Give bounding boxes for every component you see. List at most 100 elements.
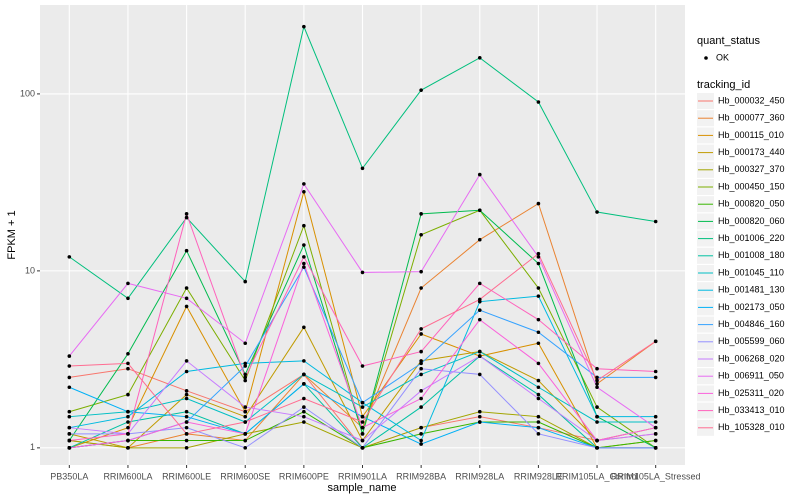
data-point: [419, 212, 423, 216]
data-point: [302, 405, 306, 409]
legend-title: quant_status: [697, 35, 760, 47]
data-point: [653, 339, 658, 344]
y-tick-label: 1: [30, 442, 35, 452]
data-point: [536, 414, 541, 419]
legend-label: Hb_004846_160: [718, 319, 785, 329]
data-point: [243, 432, 248, 436]
data-point: [360, 432, 365, 436]
data-point: [653, 369, 658, 374]
data-point: [536, 201, 541, 206]
data-point: [67, 364, 72, 368]
data-point: [536, 425, 541, 430]
data-point: [419, 349, 423, 354]
data-point: [477, 172, 482, 177]
x-tick-label: PB350LA: [50, 471, 88, 481]
data-point: [419, 442, 423, 446]
data-point: [477, 372, 482, 377]
data-point: [126, 409, 130, 414]
data-point: [536, 392, 541, 397]
data-point: [419, 286, 423, 290]
legend-label: Hb_000077_360: [718, 113, 785, 123]
data-point: [126, 446, 130, 450]
data-point: [67, 354, 72, 358]
data-point: [184, 215, 189, 220]
data-point: [419, 366, 423, 371]
x-tick-label: RRIM928BA: [396, 471, 446, 481]
legend-label: Hb_000820_060: [718, 216, 785, 226]
data-point: [184, 389, 189, 393]
data-point: [360, 420, 365, 424]
data-point: [126, 425, 130, 430]
data-point: [184, 420, 189, 424]
data-point: [477, 55, 482, 60]
data-point: [184, 432, 189, 436]
data-point: [595, 414, 599, 419]
data-point: [184, 359, 189, 363]
x-tick-label: RRIM600PE: [279, 471, 329, 481]
data-point: [536, 330, 541, 335]
data-point: [653, 420, 658, 424]
data-point: [595, 438, 599, 443]
x-tick-label: RRIM600LE: [162, 471, 211, 481]
x-tick-label: RRIM600LA: [103, 471, 152, 481]
data-point: [536, 255, 541, 259]
data-point: [184, 296, 189, 301]
legend-label: Hb_000173_440: [718, 147, 785, 157]
data-point: [536, 251, 541, 256]
data-point: [243, 414, 248, 419]
data-point: [67, 432, 72, 436]
data-point: [67, 409, 72, 414]
data-point: [536, 385, 541, 390]
data-point: [360, 425, 365, 430]
data-point: [419, 432, 423, 436]
data-point: [67, 375, 72, 380]
data-point: [243, 364, 248, 368]
y-axis-title: FPKM + 1: [6, 210, 18, 259]
data-point: [184, 396, 189, 401]
data-point: [360, 400, 365, 405]
data-point: [302, 359, 306, 363]
data-point: [126, 296, 130, 301]
legend-label: Hb_001008_180: [718, 250, 785, 260]
data-point: [302, 414, 306, 419]
data-point: [243, 438, 248, 443]
data-point: [126, 420, 130, 424]
data-point: [243, 409, 248, 414]
data-point: [536, 317, 541, 322]
data-point: [184, 414, 189, 419]
data-point: [595, 385, 599, 390]
legend-label: Hb_000327_370: [718, 164, 785, 174]
data-point: [302, 325, 306, 330]
data-point: [67, 425, 72, 430]
data-point: [419, 389, 423, 393]
x-tick-label: RRIM600SE: [220, 471, 270, 481]
data-point: [477, 414, 482, 419]
data-point: [184, 425, 189, 430]
data-point: [419, 396, 423, 401]
data-point: [184, 438, 189, 443]
data-point: [243, 361, 248, 366]
data-point: [536, 378, 541, 383]
legend-label: Hb_000032_450: [718, 95, 785, 105]
data-point: [536, 294, 541, 298]
x-tick-label: RRIM928LE: [514, 471, 563, 481]
data-point: [302, 265, 306, 269]
data-point: [67, 446, 72, 450]
data-point: [184, 212, 189, 216]
data-point: [243, 446, 248, 450]
data-point: [302, 255, 306, 259]
y-tick-label: 10: [25, 265, 35, 275]
data-point: [302, 409, 306, 414]
data-point: [595, 378, 599, 383]
data-point: [536, 100, 541, 104]
data-point: [477, 409, 482, 414]
data-point: [126, 392, 130, 397]
x-tick-label: RRIM901LA: [338, 471, 387, 481]
data-point: [360, 446, 365, 450]
data-point: [302, 261, 306, 266]
data-point: [477, 420, 482, 424]
legend-label: Hb_000820_050: [718, 199, 785, 209]
data-point: [184, 304, 189, 309]
data-point: [419, 405, 423, 409]
data-point: [653, 375, 658, 380]
